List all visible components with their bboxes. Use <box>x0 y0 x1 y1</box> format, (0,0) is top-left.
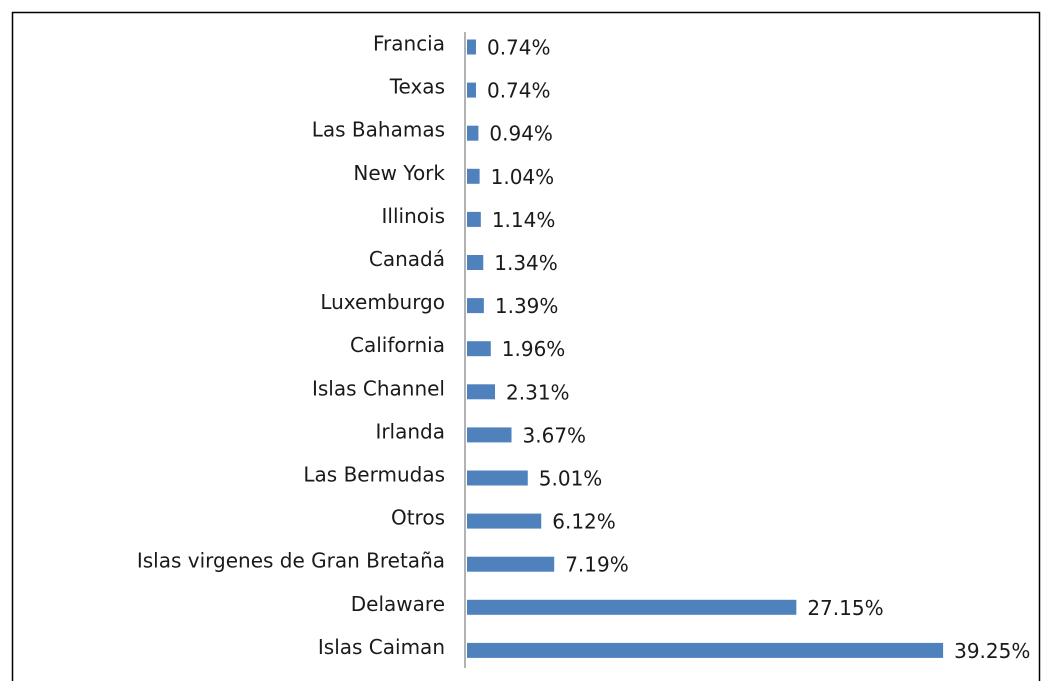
value-label: 1.34% <box>494 251 558 275</box>
bar <box>467 82 476 98</box>
category-label: Las Bermudas <box>303 463 445 487</box>
category-label: Delaware <box>351 592 445 616</box>
bar <box>467 298 484 314</box>
bar <box>467 211 481 227</box>
bar <box>467 39 476 55</box>
category-label: Las Bahamas <box>312 118 445 142</box>
bar <box>467 168 480 184</box>
category-label: Islas virgenes de Gran Bretaña <box>137 549 445 573</box>
value-label: 2.31% <box>506 380 570 404</box>
bar <box>467 255 484 270</box>
value-label: 0.94% <box>489 122 553 146</box>
category-label: Otros <box>391 506 445 530</box>
category-label: Illinois <box>382 204 445 228</box>
category-label: Luxemburgo <box>320 290 445 314</box>
value-label: 0.74% <box>487 36 551 60</box>
bar <box>467 125 479 141</box>
bar <box>467 341 491 357</box>
value-label: 1.04% <box>491 165 555 189</box>
value-label: 0.74% <box>487 79 551 103</box>
bar <box>467 556 555 572</box>
value-label: 1.96% <box>502 337 566 361</box>
value-label: 1.14% <box>492 208 556 232</box>
value-label: 3.67% <box>523 423 587 447</box>
bar <box>467 427 512 443</box>
bar <box>467 513 542 529</box>
value-label: 27.15% <box>807 596 883 620</box>
bar <box>467 599 797 615</box>
value-label: 39.25% <box>954 639 1030 663</box>
category-label: Irlanda <box>375 419 445 443</box>
category-label: California <box>350 333 445 357</box>
category-label: Islas Channel <box>312 376 445 400</box>
category-label: Francia <box>373 32 445 56</box>
value-label: 7.19% <box>565 553 629 577</box>
value-label: 6.12% <box>552 510 616 534</box>
category-label: Canadá <box>369 247 445 271</box>
category-label: New York <box>353 161 445 185</box>
bar <box>467 470 528 486</box>
bar <box>467 642 944 658</box>
frame <box>11 11 1041 681</box>
value-label: 1.39% <box>495 294 559 318</box>
value-label: 5.01% <box>539 467 603 491</box>
category-label: Texas <box>389 75 445 99</box>
bar <box>467 384 496 400</box>
category-label: Islas Caiman <box>318 635 445 659</box>
